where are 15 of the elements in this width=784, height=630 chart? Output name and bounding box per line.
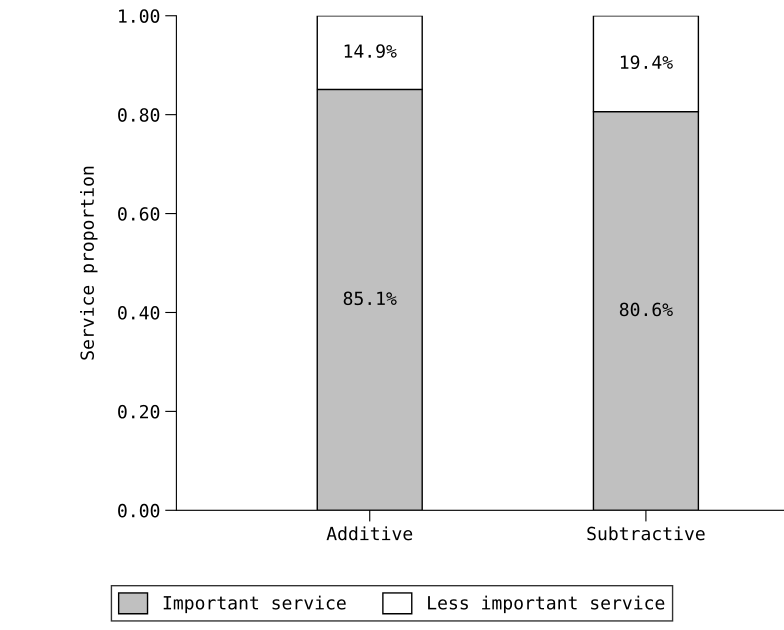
y-tick-label: 0.40 (118, 306, 160, 320)
y-tick-label: 0.60 (118, 207, 160, 221)
x-tick-label: Additive (326, 526, 412, 540)
data-label: 19.4% (620, 55, 673, 70)
y-tick-label: 0.80 (118, 108, 160, 122)
y-tick-label: 1.00 (119, 9, 160, 23)
legend-label: Important service (164, 596, 346, 614)
data-label: 80.6% (620, 302, 673, 316)
data-label: 85.1% (344, 292, 397, 306)
y-tick-label: 0.00 (118, 504, 160, 518)
y-axis-title: Service proportion (80, 166, 98, 360)
legend-label: Less important service (428, 596, 664, 614)
x-tick-label: Subtractive (587, 526, 705, 540)
y-tick-label: 0.20 (118, 404, 160, 419)
data-label: 14.9% (344, 44, 397, 58)
